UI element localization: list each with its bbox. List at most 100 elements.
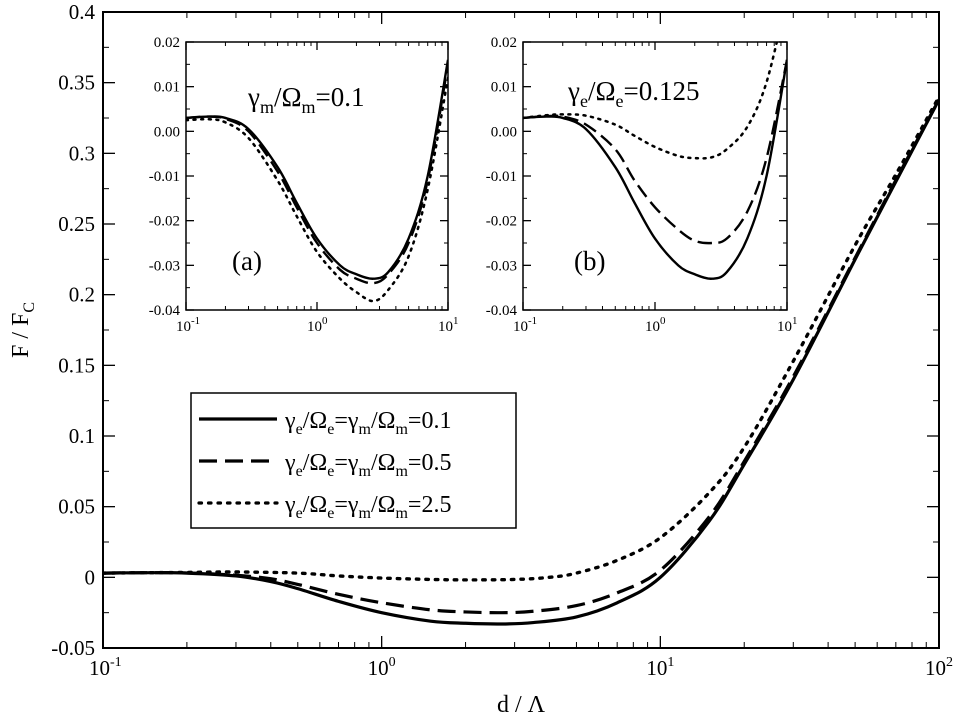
insetB-series-dotted: [523, 42, 779, 160]
legend-text-run: Ω: [378, 492, 396, 518]
main-x-tick-exponent: 2: [946, 655, 953, 670]
inset-b-background: [523, 42, 787, 310]
insetA-y-tick-label: 0.01: [154, 80, 180, 96]
y-axis-title-main: F / F: [8, 313, 34, 358]
inset-a-title-value: =0.1: [316, 82, 365, 112]
main-y-tick-label: 0.25: [58, 212, 95, 236]
legend-text-run: /: [303, 408, 310, 434]
legend-text-run: =0.1: [408, 408, 452, 434]
insetB-y-tick-label: -0.02: [486, 214, 517, 230]
insetA-y-tick-label: -0.02: [149, 214, 180, 230]
insetB-series-dashed: [523, 59, 787, 245]
svg-text:F / FC: F / FC: [8, 302, 38, 358]
legend-text-run: =: [334, 492, 348, 518]
main-plot-frame: [102, 11, 940, 649]
main-y-tick-label: -0.05: [51, 636, 95, 660]
main-y-tick-label: 0.4: [69, 0, 96, 24]
inset-a-frame: [185, 41, 449, 311]
legend-text-run: γ: [284, 492, 296, 518]
legend-text-run: γ: [347, 408, 359, 434]
insetA-x-tick-base: 10: [438, 319, 453, 335]
main-series: [103, 95, 939, 626]
inset-b-title-gamma: γ: [567, 76, 580, 106]
legend-text-run: Ω: [309, 492, 327, 518]
insetA-x-tick-exponent: 0: [322, 315, 328, 327]
legend-text-sub: e: [327, 421, 334, 438]
main-y-tick-label: 0.1: [69, 424, 95, 448]
y-axis-title-sub: C: [21, 302, 38, 313]
y-axis-title: F / FC: [8, 302, 38, 358]
legend-label-dotted: γe/Ωe=γm/Ωm=2.5: [284, 492, 451, 522]
insetB-y-tick-label: 0.02: [491, 35, 517, 51]
inset-b-frame: [522, 41, 788, 311]
insetB-x-tick-base: 10: [645, 319, 660, 335]
insetA-y-tick-label: -0.04: [149, 303, 181, 319]
main-x-tick-label: 102: [925, 655, 953, 680]
insetB-x-tick-exponent: -1: [528, 315, 537, 327]
inset-a-title-sub2: m: [302, 97, 316, 117]
insetB-x-tick-exponent: 0: [660, 315, 666, 327]
main-x-tick-base: 10: [925, 656, 946, 680]
main-y-tick-label: 0.3: [69, 141, 95, 165]
main-series-dashed: [103, 98, 939, 615]
x-axis-title: d / Λ: [497, 692, 546, 718]
legend-text-sub: e: [296, 421, 303, 438]
main-x-tick-base: 10: [368, 656, 389, 680]
legend-text-sub: e: [327, 505, 334, 522]
legend-text-run: /: [371, 492, 378, 518]
insetB-x-tick-base: 10: [513, 319, 528, 335]
legend-text-run: γ: [284, 408, 296, 434]
insetB-y-tick-label: 0.00: [491, 124, 517, 140]
main-y-tick-label: 0.05: [58, 495, 95, 519]
insetA-series-dotted: [186, 76, 448, 303]
insetA-x-tick-label: 100: [307, 315, 328, 335]
inset-a-tick-labels: 10-1 100 1010.020.010.00-0.01-0.02-0.03-0.…: [149, 35, 459, 335]
main-x-tick-base: 10: [646, 656, 667, 680]
insetA-x-tick-base: 10: [176, 319, 191, 335]
inset-a-series: [186, 59, 448, 303]
legend-text-sub: m: [395, 463, 408, 480]
insetB-series-solid: [523, 59, 787, 280]
inset-b: 10-1 100 1010.020.010.00-0.01-0.02-0.03-0.…: [486, 35, 798, 335]
main-y-tick-label: 0.2: [69, 283, 95, 307]
legend-label-dashed: γe/Ωe=γm/Ωm=0.5: [284, 450, 451, 480]
main-plot: 10-1 100 101 102-0.0500.050.10.150.20.250.3…: [8, 0, 953, 718]
legend-text-sub: m: [359, 505, 372, 522]
inset-a-title-gamma: γ: [247, 82, 260, 112]
legend-text-run: /: [303, 450, 310, 476]
insetB-x-tick-exponent: 1: [792, 315, 798, 327]
insetA-y-tick-label: 0.02: [154, 35, 180, 51]
insetB-y-tick-label: 0.01: [491, 80, 517, 96]
insetB-x-tick-label: 101: [777, 315, 798, 335]
inset-a-panel-label: (a): [232, 246, 262, 276]
main-x-tick-exponent: -1: [110, 655, 122, 670]
main-x-tick-exponent: 1: [667, 655, 674, 670]
insetA-series-dashed: [186, 64, 448, 285]
main-y-tick-label: 0: [85, 565, 96, 589]
legend-text-run: γ: [284, 450, 296, 476]
insetB-y-tick-label: -0.01: [486, 169, 517, 185]
main-series-dotted: [103, 95, 939, 582]
legend: γe/Ωe=γm/Ωm=0.1γe/Ωe=γm/Ωm=0.5γe/Ωe=γm/Ω…: [190, 392, 517, 529]
inset-a-title-sub1: m: [260, 97, 274, 117]
inset-b-title-value: =0.125: [624, 76, 700, 106]
legend-text-sub: m: [359, 463, 372, 480]
legend-label-solid: γe/Ωe=γm/Ωm=0.1: [284, 408, 451, 438]
legend-text-sub: e: [296, 463, 303, 480]
legend-text-run: =: [334, 450, 348, 476]
insetB-x-tick-label: 100: [645, 315, 666, 335]
legend-text-run: Ω: [309, 450, 327, 476]
main-y-tick-label: 0.15: [58, 353, 95, 377]
inset-a-title: γm/Ωm=0.1: [247, 82, 365, 117]
insetA-x-tick-base: 10: [307, 319, 322, 335]
legend-text-sub: e: [327, 463, 334, 480]
inset-b-title-sub1: e: [580, 91, 588, 111]
main-x-tick-label: 100: [368, 655, 396, 680]
inset-b-title-slash: /Ω: [588, 76, 616, 106]
insetB-y-tick-label: -0.03: [486, 258, 517, 274]
legend-text-run: =: [334, 408, 348, 434]
legend-text-sub: m: [395, 505, 408, 522]
insetB-y-tick-label: -0.04: [486, 303, 518, 319]
inset-b-title-sub2: e: [616, 91, 624, 111]
